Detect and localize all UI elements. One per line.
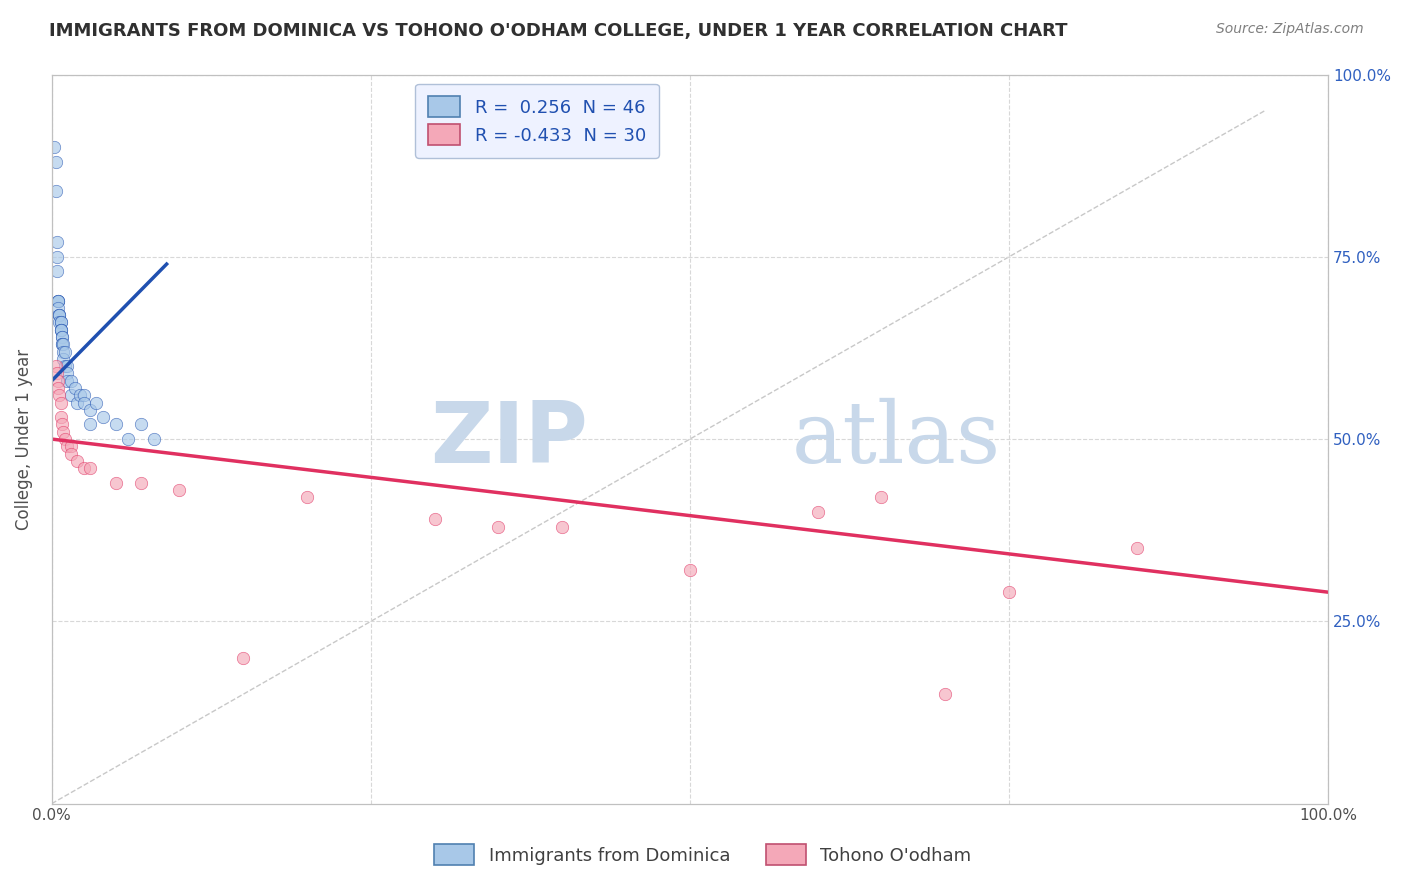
Point [51, 337, 73, 351]
Point [53, 359, 76, 373]
Point [679, 563, 702, 577]
Point [45, 367, 67, 381]
Point [51, 330, 73, 344]
Point [232, 650, 254, 665]
Point [73, 388, 96, 402]
Point [104, 417, 127, 432]
Point [104, 475, 127, 490]
Point [69, 388, 91, 402]
Point [46, 293, 69, 308]
Point [129, 475, 152, 490]
Point [73, 395, 96, 409]
Point [45, 235, 67, 250]
Point [49, 395, 72, 409]
Point [46, 293, 69, 308]
Point [66, 395, 89, 409]
Point [79, 461, 101, 475]
Point [59, 374, 82, 388]
Point [56, 439, 79, 453]
Point [934, 687, 956, 701]
Point [51, 330, 73, 344]
Point [870, 491, 893, 505]
Point [53, 344, 76, 359]
Point [44, 140, 66, 154]
Point [295, 491, 318, 505]
Legend: Immigrants from Dominica, Tohono O'odham: Immigrants from Dominica, Tohono O'odham [426, 835, 980, 874]
Point [48, 308, 70, 322]
Point [45, 359, 67, 373]
Point [49, 323, 72, 337]
Point [59, 388, 82, 402]
Point [806, 505, 828, 519]
Point [91, 410, 114, 425]
Text: atlas: atlas [792, 398, 1001, 481]
Point [46, 301, 69, 315]
Point [45, 250, 67, 264]
Point [59, 447, 82, 461]
Point [48, 315, 70, 329]
Point [86, 395, 108, 409]
Point [551, 519, 574, 533]
Point [48, 308, 70, 322]
Point [45, 155, 67, 169]
Point [52, 337, 75, 351]
Text: Source: ZipAtlas.com: Source: ZipAtlas.com [1216, 22, 1364, 37]
Point [52, 351, 75, 366]
Point [56, 374, 79, 388]
Point [998, 585, 1021, 599]
Point [51, 417, 73, 432]
Point [48, 308, 70, 322]
Point [45, 264, 67, 278]
Point [48, 388, 70, 402]
Point [59, 439, 82, 453]
Point [56, 367, 79, 381]
Y-axis label: College, Under 1 year: College, Under 1 year [15, 349, 32, 530]
Point [169, 483, 191, 497]
Point [73, 461, 96, 475]
Point [49, 410, 72, 425]
Point [45, 184, 67, 198]
Point [63, 381, 86, 395]
Text: IMMIGRANTS FROM DOMINICA VS TOHONO O'ODHAM COLLEGE, UNDER 1 YEAR CORRELATION CHA: IMMIGRANTS FROM DOMINICA VS TOHONO O'ODH… [49, 22, 1067, 40]
Point [129, 417, 152, 432]
Legend: R =  0.256  N = 46, R = -0.433  N = 30: R = 0.256 N = 46, R = -0.433 N = 30 [415, 84, 658, 158]
Point [51, 337, 73, 351]
Point [46, 381, 69, 395]
Point [53, 432, 76, 446]
Point [56, 359, 79, 373]
Point [142, 432, 165, 446]
Point [46, 293, 69, 308]
Point [49, 315, 72, 329]
Point [488, 519, 510, 533]
Point [49, 323, 72, 337]
Point [46, 374, 69, 388]
Text: ZIP: ZIP [430, 398, 588, 481]
Point [117, 432, 139, 446]
Point [66, 454, 89, 468]
Point [1125, 541, 1147, 556]
Point [49, 323, 72, 337]
Point [52, 344, 75, 359]
Point [79, 417, 101, 432]
Point [52, 425, 75, 439]
Point [423, 512, 446, 526]
Point [49, 315, 72, 329]
Point [79, 403, 101, 417]
